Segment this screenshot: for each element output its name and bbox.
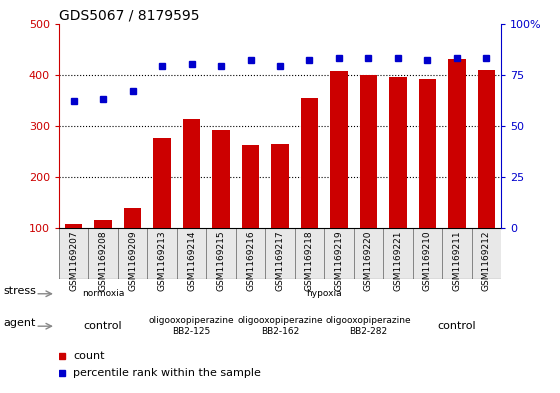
FancyBboxPatch shape [295, 228, 324, 279]
Text: GSM1169210: GSM1169210 [423, 230, 432, 291]
Text: GSM1169221: GSM1169221 [394, 230, 403, 291]
Bar [448, 59, 466, 228]
Bar [330, 71, 348, 228]
Bar [271, 144, 289, 228]
FancyBboxPatch shape [206, 228, 236, 279]
Bar [153, 138, 171, 228]
Text: normoxia: normoxia [82, 289, 124, 298]
Text: hypoxia: hypoxia [306, 289, 342, 298]
FancyBboxPatch shape [118, 228, 147, 279]
Text: oligooxopiperazine
BB2-162: oligooxopiperazine BB2-162 [237, 316, 323, 336]
Text: agent: agent [3, 318, 35, 328]
Bar [94, 220, 112, 228]
FancyBboxPatch shape [147, 228, 177, 279]
Text: GSM1169220: GSM1169220 [364, 230, 373, 291]
Text: GSM1169207: GSM1169207 [69, 230, 78, 291]
Text: oligooxopiperazine
BB2-125: oligooxopiperazine BB2-125 [149, 316, 234, 336]
FancyBboxPatch shape [354, 228, 383, 279]
Text: count: count [73, 351, 105, 361]
Bar [242, 145, 259, 228]
Text: oligooxopiperazine
BB2-282: oligooxopiperazine BB2-282 [326, 316, 411, 336]
FancyBboxPatch shape [265, 228, 295, 279]
FancyBboxPatch shape [88, 228, 118, 279]
Text: GSM1169217: GSM1169217 [276, 230, 284, 291]
Text: control: control [84, 321, 122, 331]
Bar [65, 224, 82, 228]
FancyBboxPatch shape [383, 228, 413, 279]
Text: GSM1169208: GSM1169208 [99, 230, 108, 291]
FancyBboxPatch shape [59, 228, 88, 279]
Text: control: control [438, 321, 476, 331]
Text: GDS5067 / 8179595: GDS5067 / 8179595 [59, 8, 199, 22]
Text: stress: stress [3, 286, 36, 296]
Bar [360, 75, 377, 228]
Text: GSM1169212: GSM1169212 [482, 230, 491, 291]
Text: GSM1169211: GSM1169211 [452, 230, 461, 291]
Text: GSM1169213: GSM1169213 [157, 230, 166, 291]
FancyBboxPatch shape [236, 228, 265, 279]
FancyBboxPatch shape [324, 228, 354, 279]
Bar [124, 208, 141, 228]
Text: GSM1169218: GSM1169218 [305, 230, 314, 291]
Text: percentile rank within the sample: percentile rank within the sample [73, 368, 261, 378]
Bar [183, 119, 200, 228]
Bar [389, 77, 407, 228]
Bar [478, 70, 495, 228]
FancyBboxPatch shape [442, 228, 472, 279]
FancyBboxPatch shape [413, 228, 442, 279]
FancyBboxPatch shape [472, 228, 501, 279]
Bar [301, 98, 318, 228]
Text: GSM1169219: GSM1169219 [334, 230, 343, 291]
FancyBboxPatch shape [177, 228, 206, 279]
Text: GSM1169209: GSM1169209 [128, 230, 137, 291]
Text: GSM1169214: GSM1169214 [187, 230, 196, 291]
Text: GSM1169215: GSM1169215 [217, 230, 226, 291]
Bar [419, 79, 436, 228]
Text: GSM1169216: GSM1169216 [246, 230, 255, 291]
Bar [212, 130, 230, 228]
